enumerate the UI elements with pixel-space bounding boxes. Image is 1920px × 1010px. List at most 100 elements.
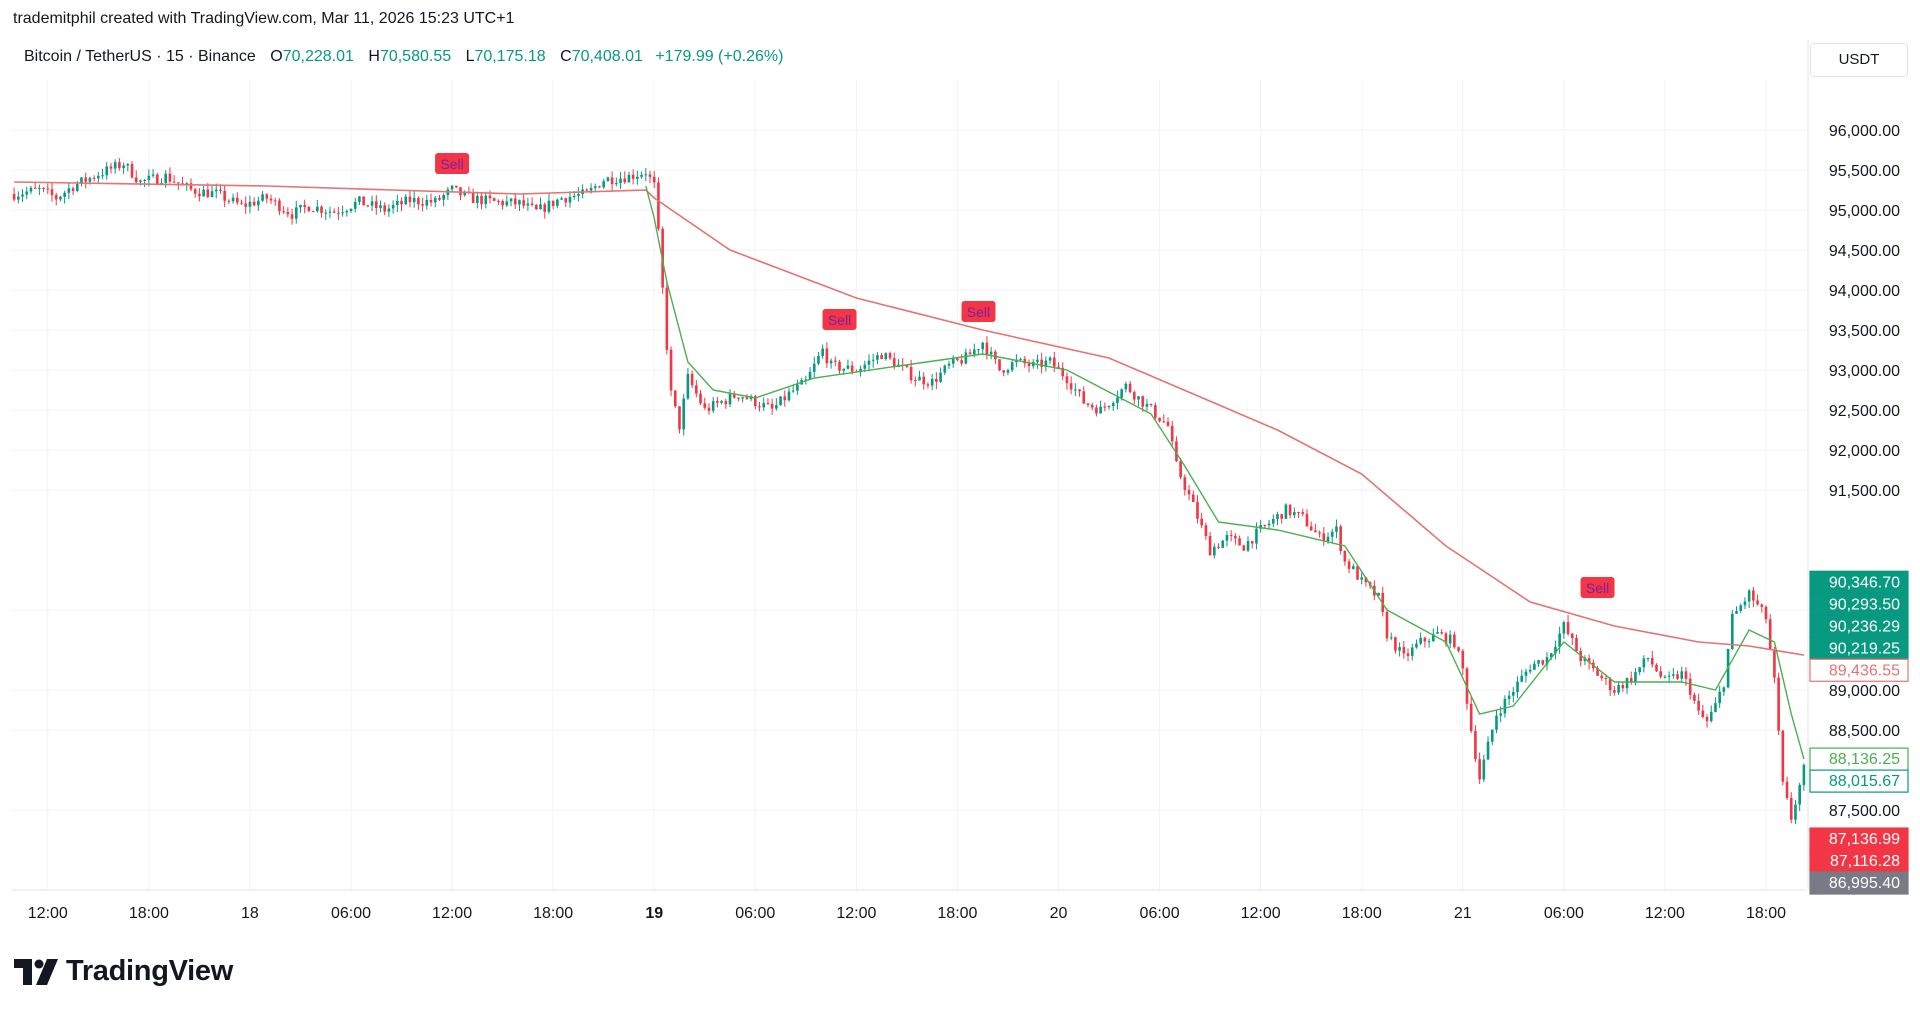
candle-body[interactable] — [1309, 526, 1313, 531]
candle-body[interactable] — [1394, 637, 1397, 651]
candle-body[interactable] — [1023, 358, 1027, 364]
sell-signal-badge[interactable] — [435, 153, 470, 174]
candle-body[interactable] — [783, 396, 787, 401]
candle-body[interactable] — [1255, 528, 1258, 544]
candle-body[interactable] — [985, 342, 989, 355]
candle-body[interactable] — [1052, 357, 1056, 367]
candle-body[interactable] — [219, 189, 222, 191]
candle-body[interactable] — [867, 360, 871, 365]
candle-body[interactable] — [1217, 546, 1220, 548]
candle-body[interactable] — [1503, 698, 1507, 714]
candle-body[interactable] — [46, 188, 50, 190]
currency-unit-button[interactable]: USDT — [1810, 43, 1908, 77]
candle-body[interactable] — [766, 403, 770, 405]
candle-body[interactable] — [1154, 405, 1157, 418]
candle-body[interactable] — [105, 166, 109, 176]
candle-body[interactable] — [1785, 781, 1789, 798]
candle-body[interactable] — [442, 195, 445, 200]
candle-body[interactable] — [463, 191, 467, 196]
candle-body[interactable] — [206, 189, 210, 198]
candle-body[interactable] — [113, 162, 117, 169]
candle-body[interactable] — [118, 162, 121, 169]
candle-body[interactable] — [695, 385, 698, 394]
candle-body[interactable] — [476, 195, 479, 203]
candle-body[interactable] — [1431, 633, 1435, 642]
candle-body[interactable] — [1284, 504, 1288, 519]
candle-body[interactable] — [80, 177, 83, 184]
candle-body[interactable] — [1701, 710, 1705, 717]
candle-body[interactable] — [526, 203, 530, 206]
candle-body[interactable] — [391, 204, 395, 209]
candle-body[interactable] — [1204, 525, 1208, 536]
candle-body[interactable] — [1402, 647, 1406, 654]
candle-body[interactable] — [1743, 601, 1747, 606]
candle-body[interactable] — [1423, 637, 1427, 642]
candle-body[interactable] — [1621, 685, 1625, 689]
candle-body[interactable] — [598, 186, 601, 188]
candle-body[interactable] — [1697, 700, 1700, 711]
candle-body[interactable] — [1516, 681, 1519, 693]
candle-body[interactable] — [1040, 359, 1043, 367]
candle-body[interactable] — [480, 195, 483, 205]
candle-body[interactable] — [362, 196, 365, 206]
candle-body[interactable] — [821, 348, 824, 356]
candle-body[interactable] — [1457, 647, 1460, 651]
candle-body[interactable] — [1238, 538, 1241, 546]
candle-body[interactable] — [817, 355, 820, 364]
candle-body[interactable] — [63, 192, 66, 197]
candle-body[interactable] — [829, 360, 833, 364]
candle-body[interactable] — [1541, 660, 1545, 665]
candle-body[interactable] — [1781, 730, 1785, 782]
candle-body[interactable] — [54, 195, 58, 200]
symbol-name[interactable]: Bitcoin / TetherUS · 15 · Binance — [24, 48, 256, 65]
candle-body[interactable] — [556, 199, 559, 206]
candle-body[interactable] — [1145, 403, 1149, 407]
candle-body[interactable] — [227, 200, 231, 202]
candle-body[interactable] — [981, 342, 985, 350]
candle-body[interactable] — [1398, 647, 1401, 651]
candle-body[interactable] — [859, 368, 862, 373]
candle-body[interactable] — [1659, 671, 1663, 677]
candle-body[interactable] — [349, 208, 353, 212]
candle-body[interactable] — [1280, 514, 1284, 519]
candle-body[interactable] — [846, 365, 850, 369]
candle-body[interactable] — [181, 183, 184, 185]
candle-body[interactable] — [1415, 643, 1418, 648]
candle-body[interactable] — [92, 177, 96, 179]
candle-body[interactable] — [1789, 797, 1793, 820]
candle-body[interactable] — [1650, 658, 1654, 665]
candle-body[interactable] — [1166, 421, 1170, 426]
candle-body[interactable] — [1335, 526, 1338, 532]
candle-body[interactable] — [71, 188, 75, 191]
candle-body[interactable] — [1090, 404, 1094, 408]
candle-body[interactable] — [1709, 711, 1713, 722]
candle-body[interactable] — [703, 403, 707, 408]
price-axis-label[interactable] — [1809, 769, 1909, 793]
sell-signal-badge[interactable] — [822, 309, 857, 330]
candle-body[interactable] — [1575, 638, 1578, 651]
candle-body[interactable] — [1339, 526, 1342, 552]
candle-body[interactable] — [1735, 610, 1738, 614]
candle-body[interactable] — [193, 189, 197, 194]
candle-body[interactable] — [833, 360, 837, 362]
candle-body[interactable] — [796, 384, 799, 391]
candle-body[interactable] — [1103, 406, 1107, 408]
candle-body[interactable] — [753, 396, 757, 407]
candle-body[interactable] — [1642, 658, 1646, 668]
candle-body[interactable] — [400, 200, 403, 205]
candle-body[interactable] — [1364, 577, 1368, 583]
candle-body[interactable] — [1006, 370, 1010, 373]
candle-body[interactable] — [585, 189, 589, 191]
candle-body[interactable] — [652, 176, 656, 183]
candle-body[interactable] — [248, 201, 252, 207]
candle-body[interactable] — [412, 198, 416, 203]
candle-body[interactable] — [1175, 441, 1178, 462]
candle-body[interactable] — [1385, 611, 1389, 639]
candle-body[interactable] — [560, 198, 563, 200]
candle-body[interactable] — [930, 378, 934, 386]
price-axis-label[interactable] — [1809, 658, 1909, 682]
candle-body[interactable] — [1777, 677, 1780, 731]
candle-body[interactable] — [366, 205, 370, 207]
candle-body[interactable] — [669, 349, 673, 391]
candle-body[interactable] — [396, 200, 399, 205]
